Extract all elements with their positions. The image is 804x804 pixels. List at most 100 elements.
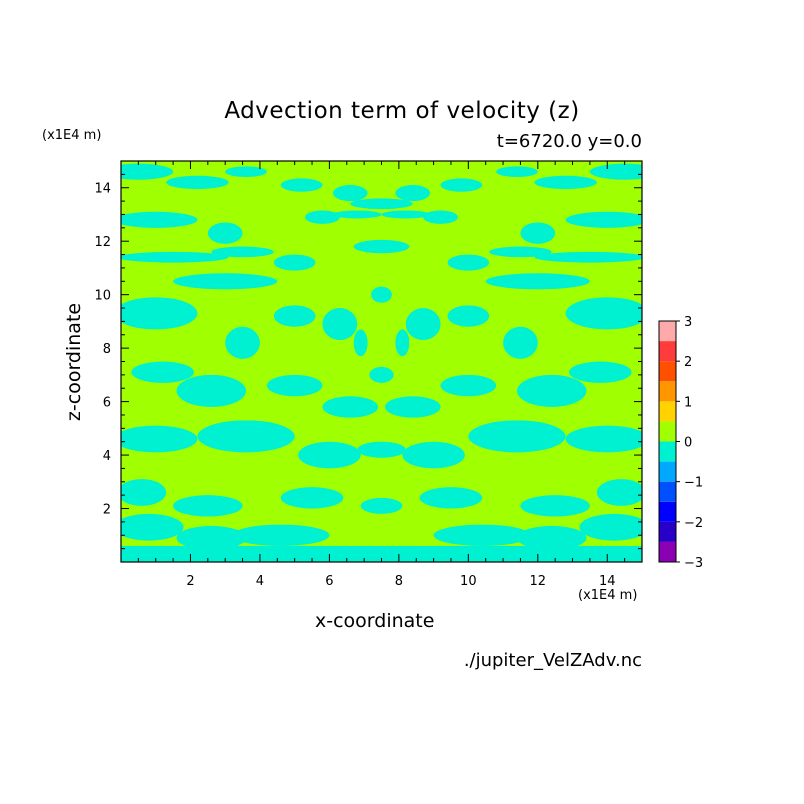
field-blob: [360, 497, 403, 514]
field-blob: [305, 210, 340, 224]
colorbar-swatch: [659, 421, 676, 442]
field-blob: [369, 366, 394, 383]
field-blob: [496, 166, 538, 178]
y-tick-label: 4: [103, 449, 111, 464]
field-blob: [565, 211, 642, 228]
field-blob: [423, 210, 458, 224]
colorbar-label: 0: [684, 436, 692, 451]
field-blob: [516, 374, 587, 407]
field-blob: [384, 396, 441, 418]
field-blob: [381, 210, 431, 219]
colorbar-swatch: [659, 461, 676, 482]
field-blob: [569, 361, 632, 383]
field-blob: [266, 374, 323, 397]
chart-title: Advection term of velocity (z): [224, 98, 580, 124]
field-blob: [332, 185, 368, 202]
colorbar-label: 3: [684, 315, 692, 330]
colorbar-swatch: [659, 321, 676, 342]
colorbar-swatch: [659, 401, 676, 422]
field-blob: [322, 308, 358, 341]
field-blob: [332, 210, 382, 219]
x-tick-label: 12: [530, 574, 547, 589]
field-bottom-band: [121, 545, 642, 562]
y-tick-label: 8: [103, 342, 111, 357]
colorbar-swatch: [659, 521, 676, 542]
x-tick-label: 6: [325, 574, 333, 589]
x-tick-label: 10: [460, 574, 477, 589]
x-tick-label: 8: [395, 574, 403, 589]
field-blob: [121, 513, 184, 541]
field-blob: [121, 425, 198, 453]
field-blob: [121, 479, 167, 506]
y-axis-unit: (x1E4 m): [42, 128, 102, 143]
field-blob: [225, 166, 267, 178]
colorbar-label: 1: [684, 395, 692, 410]
y-tick-label: 2: [103, 503, 111, 518]
field-blob: [173, 495, 243, 517]
x-axis-label: x-coordinate: [315, 610, 435, 632]
field-blob: [440, 374, 497, 397]
field-blob: [447, 254, 490, 271]
colorbar-swatch: [659, 441, 676, 462]
field-blob: [565, 297, 642, 330]
colorbar-label: −2: [684, 516, 703, 531]
colorbar-swatch: [659, 361, 676, 382]
field-blob: [353, 239, 410, 254]
field-blob: [121, 297, 198, 330]
field-blob: [402, 441, 465, 469]
source-filename: ./jupiter_VelZAdv.nc: [463, 650, 642, 671]
colorbar-swatch: [659, 481, 676, 502]
heatmap-field: [121, 161, 642, 562]
colorbar-swatch: [659, 381, 676, 402]
field-blob: [350, 198, 413, 210]
field-blob: [589, 163, 642, 180]
colorbar-label: −3: [684, 556, 703, 571]
field-blob: [121, 211, 198, 228]
field-blob: [419, 487, 483, 509]
colorbar-swatch: [659, 501, 676, 522]
x-tick-label: 2: [186, 574, 194, 589]
field-blob: [395, 329, 410, 357]
field-blob: [596, 479, 642, 506]
colorbar-label: 2: [684, 355, 692, 370]
field-blob: [489, 246, 552, 258]
field-blob: [565, 425, 642, 453]
field-blob: [503, 326, 538, 359]
field-blob: [520, 222, 556, 244]
field-blob: [207, 222, 243, 244]
field-blob: [298, 441, 361, 469]
field-blob: [468, 420, 566, 453]
field-blob: [447, 305, 490, 327]
colorbar-swatch: [659, 341, 676, 362]
field-blob: [395, 185, 431, 202]
field-blob: [121, 251, 229, 263]
field-blob: [176, 525, 247, 550]
y-tick-label: 14: [94, 182, 111, 197]
field-blob: [211, 246, 274, 258]
field-blob: [121, 163, 174, 180]
field-blob: [173, 273, 278, 290]
y-tick-label: 10: [94, 289, 111, 304]
field-blob: [534, 175, 597, 190]
field-blob: [440, 178, 483, 192]
x-tick-label: 14: [599, 574, 616, 589]
field-blob: [485, 273, 590, 290]
colorbar-swatch: [659, 541, 676, 562]
field-blob: [166, 175, 229, 190]
x-tick-label: 4: [256, 574, 264, 589]
field-blob: [353, 329, 368, 357]
field-blob: [273, 254, 316, 271]
field-blob: [280, 178, 323, 192]
field-blob: [273, 305, 316, 327]
field-blob: [357, 441, 406, 458]
y-tick-label: 12: [94, 235, 111, 250]
field-blob: [197, 420, 295, 453]
field-blob: [131, 361, 194, 383]
field-blob: [280, 487, 344, 509]
y-tick-label: 6: [103, 396, 111, 411]
colorbar: 3 2 1 0 −1 −2 −3: [658, 315, 703, 571]
field-blob: [405, 308, 441, 341]
field-blob: [322, 396, 379, 418]
field-blob: [516, 525, 587, 550]
